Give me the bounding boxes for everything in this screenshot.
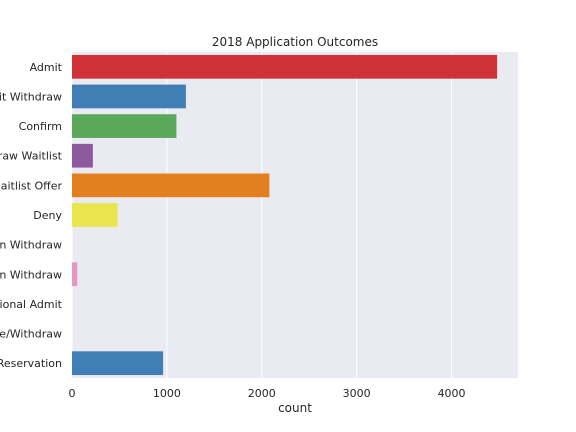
y-tick-label: e/Withdraw xyxy=(0,328,62,341)
bar xyxy=(72,262,78,287)
bar xyxy=(72,84,186,109)
y-tick-label: raw Waitlist xyxy=(0,150,63,163)
bar xyxy=(72,143,93,168)
y-tick-labels: Admit it Withdraw Confirm raw Waitlist aitli… xyxy=(0,61,63,370)
bar xyxy=(72,114,177,138)
y-tick-label: Deny xyxy=(33,209,62,222)
x-axis-label: count xyxy=(278,401,312,415)
bar xyxy=(72,203,118,227)
y-tick-label: ional Admit xyxy=(0,298,63,311)
y-tick-label: Reservation xyxy=(0,357,62,370)
x-tick-label: 1000 xyxy=(153,387,181,400)
y-tick-label: it Withdraw xyxy=(0,90,62,103)
x-tick-label: 3000 xyxy=(343,387,371,400)
x-tick-labels: 0 1000 2000 3000 4000 xyxy=(69,387,466,400)
bar xyxy=(72,54,498,79)
x-tick-label: 0 xyxy=(69,387,76,400)
x-tick-label: 4000 xyxy=(438,387,466,400)
y-tick-label: Confirm xyxy=(19,120,62,133)
x-tick-label: 2000 xyxy=(248,387,276,400)
y-tick-label: aitlist Offer xyxy=(1,179,63,192)
bar xyxy=(72,351,164,376)
chart-title: 2018 Application Outcomes xyxy=(212,35,378,49)
y-tick-label: n Withdraw xyxy=(0,268,62,281)
y-tick-label: Admit xyxy=(30,61,63,74)
bars xyxy=(72,54,498,376)
bar xyxy=(72,173,270,198)
y-tick-label: n Withdraw xyxy=(0,239,62,252)
